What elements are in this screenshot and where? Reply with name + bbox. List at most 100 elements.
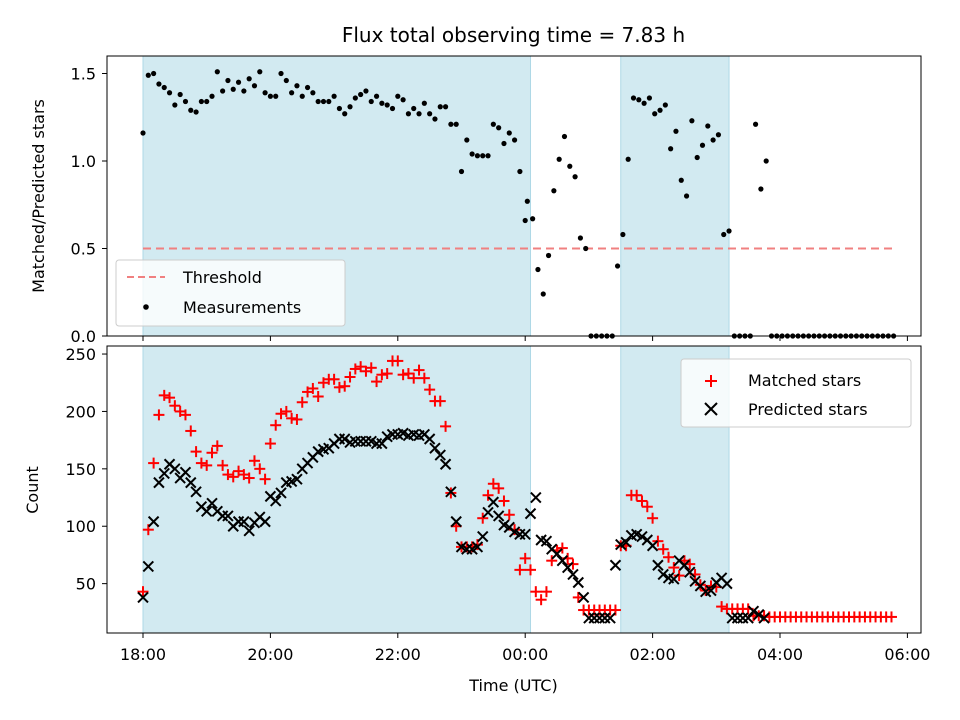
matched-star-marker — [885, 611, 897, 623]
matched-star-marker — [376, 369, 388, 381]
predicted-star-marker — [153, 476, 165, 489]
measurement-point — [182, 98, 189, 105]
predicted-star-marker — [158, 467, 170, 480]
matched-star-marker — [286, 412, 298, 424]
bottom-y-axis-label: Count — [23, 466, 42, 514]
predicted-star-marker — [636, 530, 648, 543]
predicted-star-marker — [747, 605, 760, 617]
measurement-point — [427, 111, 433, 117]
matched-star-marker — [243, 472, 255, 484]
predicted-star-marker — [275, 487, 287, 499]
matched-star-marker — [525, 564, 537, 576]
measurement-point — [315, 98, 321, 105]
measurement-point — [668, 146, 674, 152]
measurement-point — [299, 93, 305, 99]
measurement-point — [437, 104, 443, 110]
predicted-star-marker — [445, 486, 457, 498]
measurement-point — [442, 104, 449, 110]
matched-star-marker — [514, 564, 526, 576]
measurement-point — [251, 83, 258, 89]
measurement-point — [689, 118, 695, 124]
measurement-point — [384, 102, 390, 108]
matched-star-marker — [254, 463, 266, 475]
measurement-point — [342, 111, 348, 117]
matched-star-marker — [668, 562, 680, 574]
measurement-point — [262, 90, 268, 96]
matched-star-marker — [482, 489, 494, 501]
matched-star-marker — [535, 594, 547, 606]
predicted-star-marker — [577, 591, 590, 604]
measurement-point — [151, 70, 157, 77]
predicted-star-marker — [190, 486, 202, 498]
measurement-point — [166, 90, 173, 96]
matched-star-marker — [434, 395, 446, 407]
measurement-point — [572, 174, 578, 180]
measurement-point — [501, 140, 507, 147]
matched-star-marker — [190, 446, 202, 458]
measurement-point — [241, 88, 247, 94]
measurement-point — [577, 235, 584, 241]
matched-star-marker — [344, 371, 356, 383]
matched-star-marker — [211, 440, 223, 452]
measurement-point — [304, 84, 311, 91]
measurement-point — [705, 123, 711, 129]
predicted-star-marker — [668, 573, 680, 585]
matched-star-marker — [275, 408, 287, 420]
measurement-point — [220, 88, 226, 94]
matched-star-marker — [195, 457, 207, 469]
measurement-point — [641, 100, 647, 106]
predicted-star-marker — [482, 506, 494, 519]
x-tick-label: 18:00 — [120, 645, 166, 664]
predicted-star-marker — [147, 515, 160, 528]
matched-star-marker — [647, 512, 659, 524]
matched-star-marker — [248, 455, 260, 467]
measurement-point — [490, 121, 496, 127]
x-tick-label: 04:00 — [757, 645, 803, 664]
predicted-star-marker — [551, 548, 563, 560]
measurement-point — [535, 266, 541, 273]
matched-star-marker — [636, 495, 648, 507]
measurement-point — [172, 102, 178, 108]
matched-star-marker — [312, 391, 324, 403]
measurement-point — [416, 111, 422, 117]
matched-star-marker — [530, 586, 542, 598]
top-panel: 0.0 0.5 1.0 1.5 Matched/Predicted stars Thr… — [29, 55, 922, 346]
predicted-star-marker — [561, 561, 574, 574]
predicted-star-marker — [222, 510, 234, 522]
measurement-point — [614, 263, 621, 269]
predicted-star-marker — [652, 559, 664, 571]
predicted-star-marker — [556, 554, 569, 567]
matched-star-marker — [217, 459, 229, 471]
measurement-point — [273, 93, 279, 99]
measurement-point — [140, 130, 146, 136]
chart-title: Flux total observing time = 7.83 h — [342, 23, 685, 47]
matched-star-marker — [296, 396, 308, 408]
matched-star-marker — [663, 551, 675, 563]
matched-star-marker — [673, 570, 685, 582]
measurement-point — [636, 97, 642, 103]
measurement-point — [225, 77, 231, 84]
predicted-star-marker — [524, 507, 537, 520]
measurements-legend-swatch — [143, 304, 149, 310]
measurement-point — [336, 105, 343, 112]
measurement-point — [156, 81, 162, 87]
matched-star-marker — [556, 542, 568, 554]
predicted-star-marker — [657, 568, 669, 581]
predicted-legend-label: Predicted stars — [748, 400, 868, 419]
x-tick-label: 20:00 — [247, 645, 293, 664]
measurement-point — [524, 198, 530, 204]
predicted-star-marker — [620, 536, 632, 549]
measurement-point — [522, 217, 528, 224]
measurement-point — [662, 102, 668, 108]
measurement-point — [699, 142, 706, 148]
measurement-point — [347, 104, 353, 110]
top-legend: Threshold Measurements — [115, 259, 346, 327]
bottom-panel: 50 100 150 200 250 18:00 20:00 22:00 00:00 02:00… — [23, 345, 930, 695]
measurement-point — [389, 105, 396, 112]
measurement-point — [561, 133, 568, 140]
matched-star-marker — [477, 512, 489, 524]
matched-star-marker — [567, 558, 579, 570]
measurement-point — [752, 121, 759, 127]
matched-star-marker — [169, 400, 181, 412]
matched-star-marker — [153, 409, 165, 421]
